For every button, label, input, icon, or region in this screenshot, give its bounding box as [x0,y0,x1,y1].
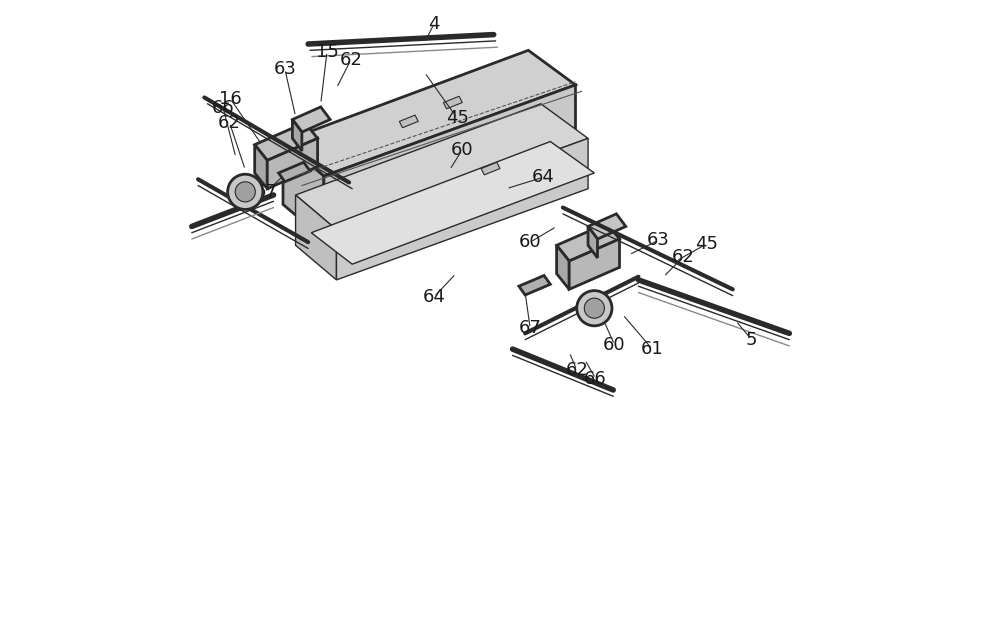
Polygon shape [267,138,318,189]
Text: 66: 66 [584,370,607,387]
Polygon shape [255,123,318,160]
Text: 66: 66 [212,99,235,117]
Polygon shape [292,120,302,151]
Text: 62: 62 [339,51,362,69]
Polygon shape [336,138,588,280]
Text: 15: 15 [316,43,338,60]
Polygon shape [588,226,597,258]
Circle shape [228,174,263,209]
Polygon shape [399,115,418,128]
Polygon shape [443,96,462,109]
Text: 64: 64 [531,169,554,186]
Text: 64: 64 [423,288,445,306]
Polygon shape [296,104,588,230]
Polygon shape [557,223,620,261]
Circle shape [235,182,255,202]
Text: 67: 67 [519,320,542,337]
Polygon shape [255,145,267,189]
Text: 61: 61 [641,340,664,358]
Polygon shape [283,50,575,176]
Polygon shape [296,195,336,280]
Polygon shape [279,162,310,182]
Polygon shape [311,142,594,264]
Text: 67: 67 [255,183,277,201]
Text: 63: 63 [647,231,670,249]
Circle shape [577,291,612,326]
Polygon shape [557,245,569,289]
Polygon shape [519,276,550,295]
Text: 5: 5 [746,331,757,348]
Polygon shape [588,214,626,239]
Polygon shape [569,239,620,289]
Text: 4: 4 [428,15,440,33]
Polygon shape [324,85,575,239]
Polygon shape [283,142,324,239]
Text: 60: 60 [519,233,542,251]
Text: 62: 62 [565,361,588,379]
Text: 62: 62 [218,114,241,131]
Text: 45: 45 [446,109,469,127]
Text: 63: 63 [273,60,296,78]
Polygon shape [292,107,330,132]
Text: 45: 45 [695,235,718,253]
Text: 60: 60 [451,141,474,159]
Text: 16: 16 [219,91,242,108]
Circle shape [584,298,604,318]
Polygon shape [481,162,500,175]
Text: 62: 62 [672,248,695,265]
Text: 60: 60 [603,336,626,353]
